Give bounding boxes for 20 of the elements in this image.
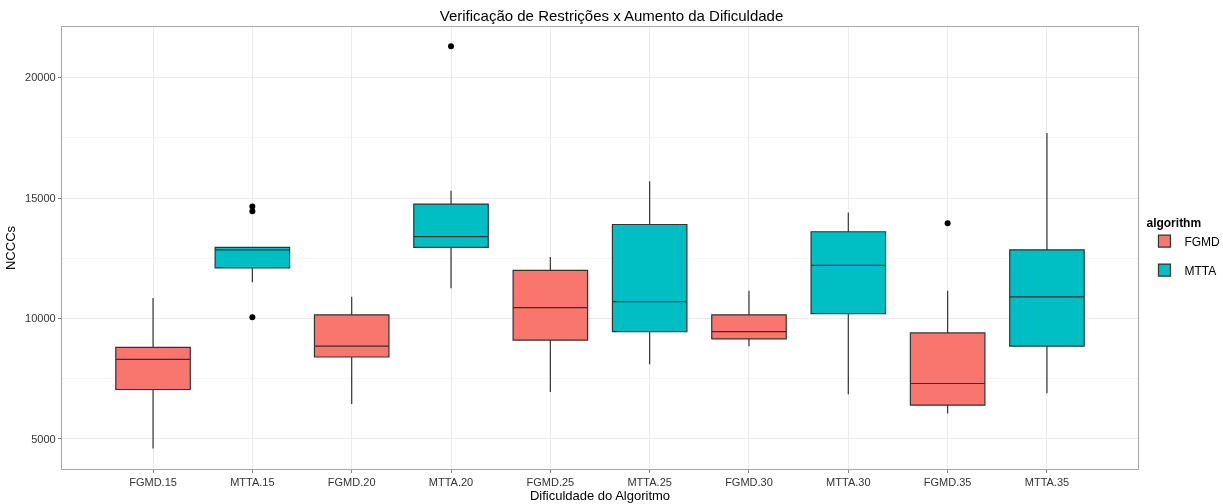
legend-label: FGMD [1184, 234, 1221, 249]
legend-title: algorithm [1146, 215, 1202, 230]
x-tick-label: MTTA.25 [627, 476, 672, 489]
x-tick-label: MTTA.20 [428, 476, 474, 489]
y-tick-label: 15000 [25, 191, 56, 204]
x-tick-label: FGMD.20 [327, 476, 376, 489]
y-axis-title: NCCCs [3, 225, 19, 271]
y-tick-label: 5000 [31, 432, 56, 445]
x-tick-label: FGMD.25 [526, 476, 575, 489]
y-tick-label: 20000 [25, 71, 56, 84]
x-tick-label: FGMD.30 [725, 476, 773, 489]
x-tick-label: FGMD.35 [923, 476, 972, 489]
x-tick-label: MTTA.35 [1024, 476, 1070, 489]
y-tick-label: 10000 [25, 312, 56, 325]
x-tick-label: FGMD.15 [129, 476, 177, 489]
x-axis-title: Dificuldade do Algoritmo [529, 488, 671, 504]
legend-label: MTTA [1184, 263, 1217, 278]
chart-title: Verificação de Restrições x Aumento da Dificuldade [439, 6, 784, 24]
x-tick-label: MTTA.15 [230, 476, 275, 489]
x-tick-label: MTTA.30 [826, 476, 871, 489]
